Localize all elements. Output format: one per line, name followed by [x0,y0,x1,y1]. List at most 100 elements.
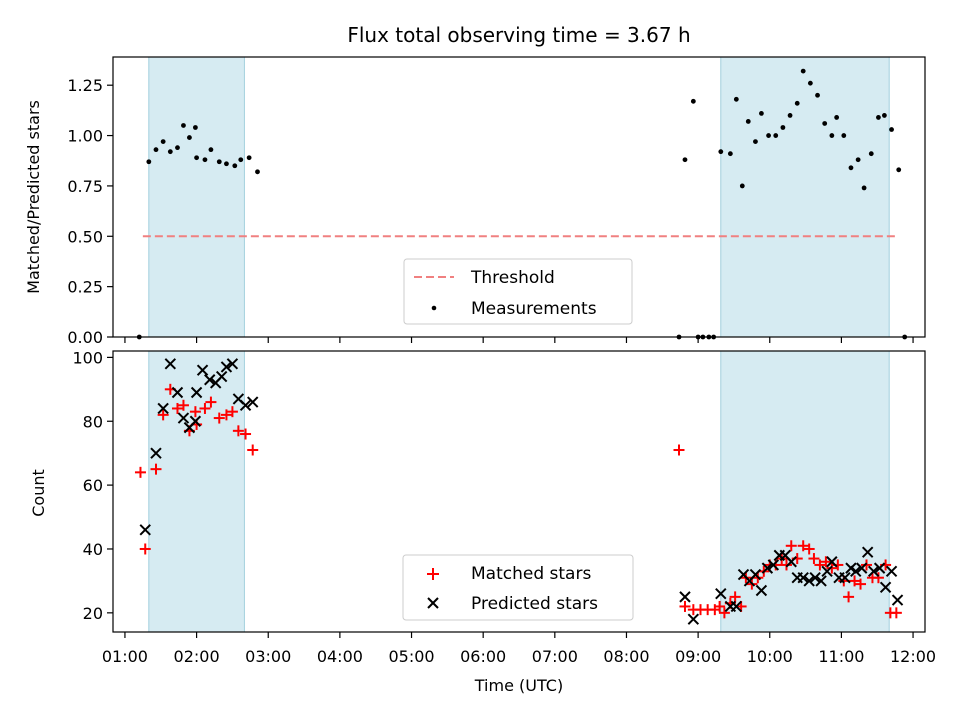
measurement-point [202,157,208,163]
predicted-star-point [215,370,228,383]
measurement-point [822,121,828,126]
predicted-star-point [809,572,821,584]
x-tick-label: 12:00 [890,647,936,666]
measurement-point [876,115,881,120]
predicted-star-point [749,568,762,581]
x-tick-label: 01:00 [102,647,148,666]
x-tick-label: 10:00 [747,647,793,666]
bottom-plot-frame [112,350,926,633]
bottom-panel: 20 40 60 80 100 01:00 02:00 03:00 04:00 05:00 06:… [29,348,936,695]
measurement-point [727,151,733,157]
measurement-point [800,68,806,74]
top-shaded-bands [148,56,890,338]
threshold-legend-label: Threshold [470,268,555,288]
predicted-star-point [826,556,838,568]
predicted-star-point [873,562,886,574]
predicted-star-point [226,358,239,370]
matched-star-point [803,543,815,555]
matched-star-point [872,572,884,584]
matched-star-point [785,540,797,552]
matched-star-point [226,406,238,418]
measurement-point [194,155,199,161]
matched-star-point [729,591,741,603]
measurement-point [192,125,198,130]
measurement-point [889,127,894,132]
matched-star-point [213,412,225,424]
observing-window-band [148,56,245,338]
measurement-point [896,167,902,173]
measurement-point [739,183,745,189]
matched-star-point [139,543,151,555]
predicted-star-point [189,415,202,427]
predicted-star-point [679,591,691,603]
measurement-point [745,119,751,124]
predicted-star-point [755,584,768,597]
measurement-point [829,133,835,138]
predicted-star-point [164,358,177,370]
measurement-point [255,169,260,175]
matched-star-point [157,409,169,421]
predicted-legend-label: Predicted stars [471,594,598,614]
matched-star-point [220,409,232,421]
matched-star-point [820,556,832,568]
top-y-ticks: 0.00 0.25 0.50 0.75 1.00 1.25 [67,76,113,347]
predicted-star-point [730,600,743,613]
measurement-point [855,157,861,163]
predicted-star-point [891,594,904,606]
predicted-star-point [879,581,892,594]
measurement-point [232,163,238,169]
bottom-y-tick-label: 60 [83,476,103,495]
bottom-y-axis-label: Count [29,469,48,517]
bottom-y-tick-label: 40 [83,540,103,559]
top-y-axis-label: Matched/Predicted stars [24,100,43,294]
measurement-point [780,125,786,130]
top-plot-frame [112,56,926,338]
top-y-tick-label: 0.75 [67,177,103,196]
bottom-y-tick-label: 80 [83,412,103,431]
matched-star-point [890,607,902,619]
measurement-point [766,133,771,138]
measurement-point [160,139,166,145]
matched-star-point [240,428,252,440]
matched-star-point [849,575,861,587]
bottom-y-tick-label: 20 [83,604,103,623]
matched-star-point [797,540,809,552]
matched-legend-label: Matched stars [471,564,591,584]
predicted-star-point [190,386,203,399]
measurements-legend-marker [431,305,437,311]
matched-star-point [189,406,201,418]
measurement-point [146,159,152,165]
measurement-point [848,165,854,171]
predicted-star-point [157,402,169,415]
top-y-tick-label: 0.00 [67,328,103,347]
predicted-star-point [171,386,184,399]
measurement-point [861,185,867,191]
matched-star-point [199,402,211,414]
measurement-point [794,100,800,106]
matched-star-point [826,562,838,574]
top-panel: 0.00 0.25 0.50 0.75 1.00 1.25 Matched/Predict… [24,56,926,347]
bottom-y-tick-label: 100 [72,348,103,367]
measurement-point [807,80,813,86]
matched-star-point [843,591,855,603]
measurement-point [246,155,252,161]
top-y-tick-label: 1.25 [67,76,103,95]
measurement-point [187,135,192,140]
measurement-point [224,161,229,167]
matched-star-point [177,399,189,411]
matched-star-point [679,600,691,612]
measurement-point [167,149,173,155]
measurement-point [690,98,696,104]
measurement-point [153,147,159,153]
top-y-tick-label: 1.00 [67,127,103,146]
bottom-legend: Matched stars Predicted stars [402,554,634,621]
matched-star-point [860,559,872,571]
measurement-point [759,111,764,116]
predicted-star-point [239,399,252,411]
predicted-legend-marker [427,597,439,609]
matched-legend-marker [427,568,439,580]
measurement-point [175,145,180,151]
top-legend: Threshold Measurements [403,258,633,325]
top-y-tick-label: 0.25 [67,278,103,297]
